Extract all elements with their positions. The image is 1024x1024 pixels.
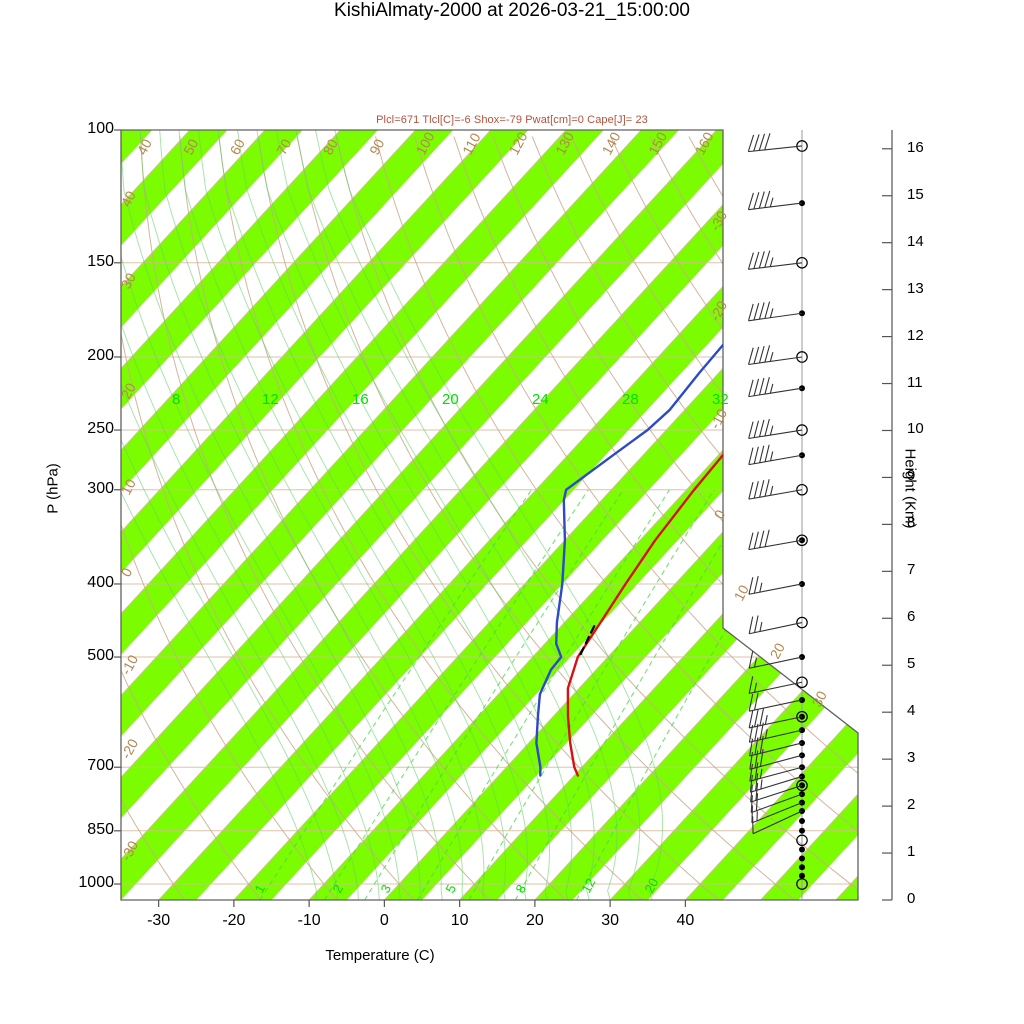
dry-adiabat-label-right: 10 xyxy=(731,582,753,603)
dry-adiabat-label-top: 40 xyxy=(134,136,156,157)
sounding-indices-subtitle: Plcl=671 Tlcl[C]=-6 Shox=-79 Pwat[cm]=0 … xyxy=(376,114,648,126)
height-tick-label: 10 xyxy=(907,420,924,438)
temperature-tick-label: 10 xyxy=(450,912,469,929)
theta-e-label: 16 xyxy=(352,391,369,408)
dry-adiabat-label-left: 20 xyxy=(118,380,140,401)
axis-ticks xyxy=(114,129,892,907)
dry-adiabat-label-top: 90 xyxy=(366,136,388,157)
height-tick-label: 7 xyxy=(907,561,916,579)
height-tick-label: 4 xyxy=(907,702,916,720)
sounding-curve-parcel xyxy=(578,625,596,659)
height-tick-label: 0 xyxy=(907,890,916,907)
height-tick-label: 2 xyxy=(907,796,916,814)
height-tick-label: 13 xyxy=(907,279,924,297)
dry-adiabat-label-right: 0 xyxy=(711,507,729,522)
pressure-tick-label: 700 xyxy=(87,757,114,775)
moist-band-shading xyxy=(121,130,858,900)
height-tick-label: 16 xyxy=(907,138,924,156)
temperature-tick-label: -20 xyxy=(222,912,246,929)
sounding-curve-temperature xyxy=(566,130,858,777)
dry-adiabat-label-top: 80 xyxy=(320,136,342,157)
theta-e-label: 12 xyxy=(262,391,279,408)
dry-adiabat-label-top: 50 xyxy=(180,136,202,157)
theta-e-label: 28 xyxy=(622,391,639,408)
temperature-tick-label: -30 xyxy=(147,912,171,929)
pressure-tick-label: 100 xyxy=(87,120,114,137)
theta-e-label: 20 xyxy=(442,391,459,408)
height-tick-label: 14 xyxy=(907,232,924,250)
pressure-tick-label: 200 xyxy=(87,346,114,364)
temperature-tick-label: 20 xyxy=(525,912,544,929)
mixing-ratio-lines xyxy=(259,489,808,900)
temperature-tick-label: 30 xyxy=(601,912,620,929)
height-tick-label: 5 xyxy=(907,655,916,673)
theta-e-label: 8 xyxy=(172,391,180,408)
temperature-tick-label: -10 xyxy=(297,912,321,929)
dry-adiabat-label-left: 10 xyxy=(118,476,140,497)
plot-frame xyxy=(120,129,893,901)
mixing-ratio-label: 12 xyxy=(578,876,598,896)
pressure-tick-label: 150 xyxy=(87,252,114,270)
height-tick-label: 15 xyxy=(907,185,924,203)
dry-adiabat-label-left: 40 xyxy=(118,188,140,209)
pressure-tick-label: 500 xyxy=(87,647,114,665)
height-tick-label: 3 xyxy=(907,749,916,767)
theta-e-label: 24 xyxy=(532,391,549,408)
pressure-tick-label: 300 xyxy=(87,479,114,497)
wind-barb-column xyxy=(747,133,808,890)
pressure-tick-label: 850 xyxy=(87,820,114,838)
height-tick-label: 12 xyxy=(907,326,924,344)
dry-adiabat-label-top: 60 xyxy=(227,136,249,157)
theta-e-label: 32 xyxy=(712,391,729,408)
page-title: KishiAlmaty-2000 at 2026-03-21_15:00:00 xyxy=(334,0,690,21)
dry-adiabat-label-top: 70 xyxy=(273,136,295,157)
height-tick-label: 11 xyxy=(907,373,923,391)
pressure-tick-label: 250 xyxy=(87,420,114,438)
height-tick-label: 8 xyxy=(907,514,916,532)
height-tick-label: 9 xyxy=(907,467,916,485)
temperature-tick-label: 0 xyxy=(379,912,389,929)
temperature-axis-label: Temperature (C) xyxy=(325,947,435,964)
dry-adiabat-label-left: 0 xyxy=(118,565,136,580)
height-tick-label: 6 xyxy=(907,608,916,626)
pressure-tick-label: 1000 xyxy=(78,874,114,892)
dry-adiabat-label-left: 30 xyxy=(118,270,140,291)
dry-adiabat-label-right: 20 xyxy=(767,640,789,661)
pressure-tick-label: 400 xyxy=(87,573,114,591)
temperature-tick-label: 40 xyxy=(676,912,695,929)
height-tick-label: 1 xyxy=(907,843,916,861)
mixing-ratio-label: 20 xyxy=(641,876,661,896)
dry-adiabat-label-right: 30 xyxy=(809,688,831,709)
